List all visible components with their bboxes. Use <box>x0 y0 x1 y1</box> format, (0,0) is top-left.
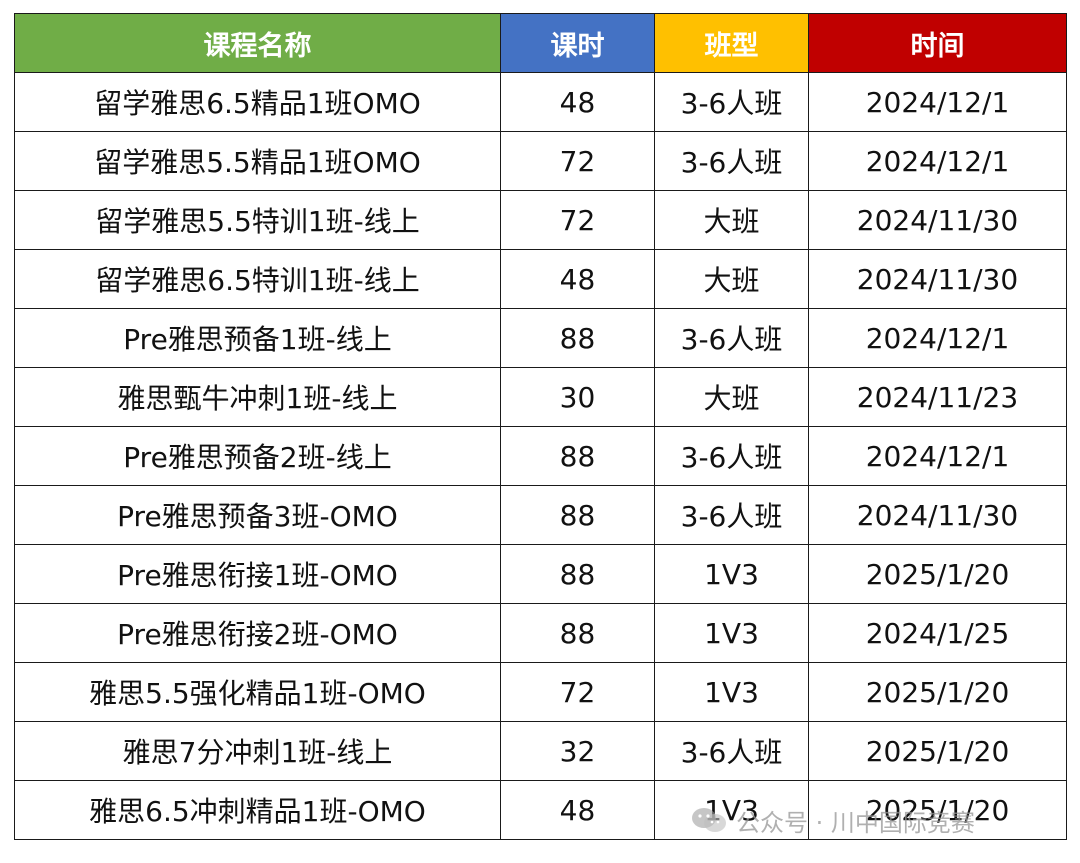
cell-date: 2024/11/23 <box>808 367 1067 427</box>
cell-date: 2024/11/30 <box>808 249 1067 309</box>
header-hours: 课时 <box>500 13 655 73</box>
header-class-type: 班型 <box>654 13 809 73</box>
table-row: Pre雅思预备1班-线上 88 3-6人班 2024/12/1 <box>14 308 1067 368</box>
cell-hours: 72 <box>500 131 655 191</box>
cell-course-name: Pre雅思衔接2班-OMO <box>14 603 501 663</box>
cell-course-name: 留学雅思6.5特训1班-线上 <box>14 249 501 309</box>
table-row: 留学雅思5.5特训1班-线上 72 大班 2024/11/30 <box>14 190 1067 250</box>
cell-course-name: Pre雅思预备1班-线上 <box>14 308 501 368</box>
cell-hours: 30 <box>500 367 655 427</box>
table-row: Pre雅思预备3班-OMO 88 3-6人班 2024/11/30 <box>14 485 1067 545</box>
cell-class-type: 1V3 <box>654 544 809 604</box>
table-row: 留学雅思5.5精品1班OMO 72 3-6人班 2024/12/1 <box>14 131 1067 191</box>
cell-date: 2024/12/1 <box>808 308 1067 368</box>
cell-hours: 88 <box>500 544 655 604</box>
cell-hours: 88 <box>500 603 655 663</box>
cell-date: 2025/1/20 <box>808 662 1067 722</box>
cell-class-type: 1V3 <box>654 780 809 840</box>
cell-hours: 88 <box>500 485 655 545</box>
table-row: 留学雅思6.5特训1班-线上 48 大班 2024/11/30 <box>14 249 1067 309</box>
cell-date: 2025/1/20 <box>808 544 1067 604</box>
table-row: 雅思7分冲刺1班-线上 32 3-6人班 2025/1/20 <box>14 721 1067 781</box>
cell-date: 2025/1/20 <box>808 780 1067 840</box>
header-date: 时间 <box>808 13 1067 73</box>
cell-course-name: 雅思6.5冲刺精品1班-OMO <box>14 780 501 840</box>
cell-course-name: Pre雅思衔接1班-OMO <box>14 544 501 604</box>
table-row: 雅思5.5强化精品1班-OMO 72 1V3 2025/1/20 <box>14 662 1067 722</box>
cell-class-type: 3-6人班 <box>654 721 809 781</box>
cell-course-name: 留学雅思6.5精品1班OMO <box>14 72 501 132</box>
cell-class-type: 大班 <box>654 367 809 427</box>
cell-class-type: 3-6人班 <box>654 426 809 486</box>
cell-class-type: 3-6人班 <box>654 131 809 191</box>
course-table: 课程名称 课时 班型 时间 留学雅思6.5精品1班OMO 48 3-6人班 2024/… <box>14 13 1067 840</box>
cell-course-name: 雅思5.5强化精品1班-OMO <box>14 662 501 722</box>
cell-class-type: 3-6人班 <box>654 308 809 368</box>
cell-date: 2024/11/30 <box>808 485 1067 545</box>
cell-date: 2024/12/1 <box>808 426 1067 486</box>
cell-class-type: 3-6人班 <box>654 72 809 132</box>
cell-course-name: 留学雅思5.5精品1班OMO <box>14 131 501 191</box>
table-row: 雅思甄牛冲刺1班-线上 30 大班 2024/11/23 <box>14 367 1067 427</box>
cell-course-name: Pre雅思预备3班-OMO <box>14 485 501 545</box>
cell-hours: 32 <box>500 721 655 781</box>
cell-course-name: Pre雅思预备2班-线上 <box>14 426 501 486</box>
cell-hours: 72 <box>500 662 655 722</box>
cell-class-type: 1V3 <box>654 662 809 722</box>
table-row: 留学雅思6.5精品1班OMO 48 3-6人班 2024/12/1 <box>14 72 1067 132</box>
table-row: 雅思6.5冲刺精品1班-OMO 48 1V3 2025/1/20 <box>14 780 1067 840</box>
cell-class-type: 1V3 <box>654 603 809 663</box>
cell-date: 2024/11/30 <box>808 190 1067 250</box>
cell-course-name: 雅思7分冲刺1班-线上 <box>14 721 501 781</box>
cell-hours: 48 <box>500 72 655 132</box>
cell-date: 2024/12/1 <box>808 72 1067 132</box>
header-row: 课程名称 课时 班型 时间 <box>14 13 1067 73</box>
cell-hours: 88 <box>500 426 655 486</box>
cell-hours: 88 <box>500 308 655 368</box>
cell-hours: 48 <box>500 249 655 309</box>
table-row: Pre雅思衔接2班-OMO 88 1V3 2024/1/25 <box>14 603 1067 663</box>
header-course-name: 课程名称 <box>14 13 501 73</box>
cell-course-name: 雅思甄牛冲刺1班-线上 <box>14 367 501 427</box>
cell-date: 2024/12/1 <box>808 131 1067 191</box>
cell-date: 2025/1/20 <box>808 721 1067 781</box>
cell-class-type: 3-6人班 <box>654 485 809 545</box>
cell-date: 2024/1/25 <box>808 603 1067 663</box>
cell-class-type: 大班 <box>654 249 809 309</box>
cell-hours: 72 <box>500 190 655 250</box>
cell-course-name: 留学雅思5.5特训1班-线上 <box>14 190 501 250</box>
table-row: Pre雅思预备2班-线上 88 3-6人班 2024/12/1 <box>14 426 1067 486</box>
table-body: 留学雅思6.5精品1班OMO 48 3-6人班 2024/12/1 留学雅思5.5精品1… <box>14 72 1067 840</box>
table-row: Pre雅思衔接1班-OMO 88 1V3 2025/1/20 <box>14 544 1067 604</box>
cell-hours: 48 <box>500 780 655 840</box>
cell-class-type: 大班 <box>654 190 809 250</box>
